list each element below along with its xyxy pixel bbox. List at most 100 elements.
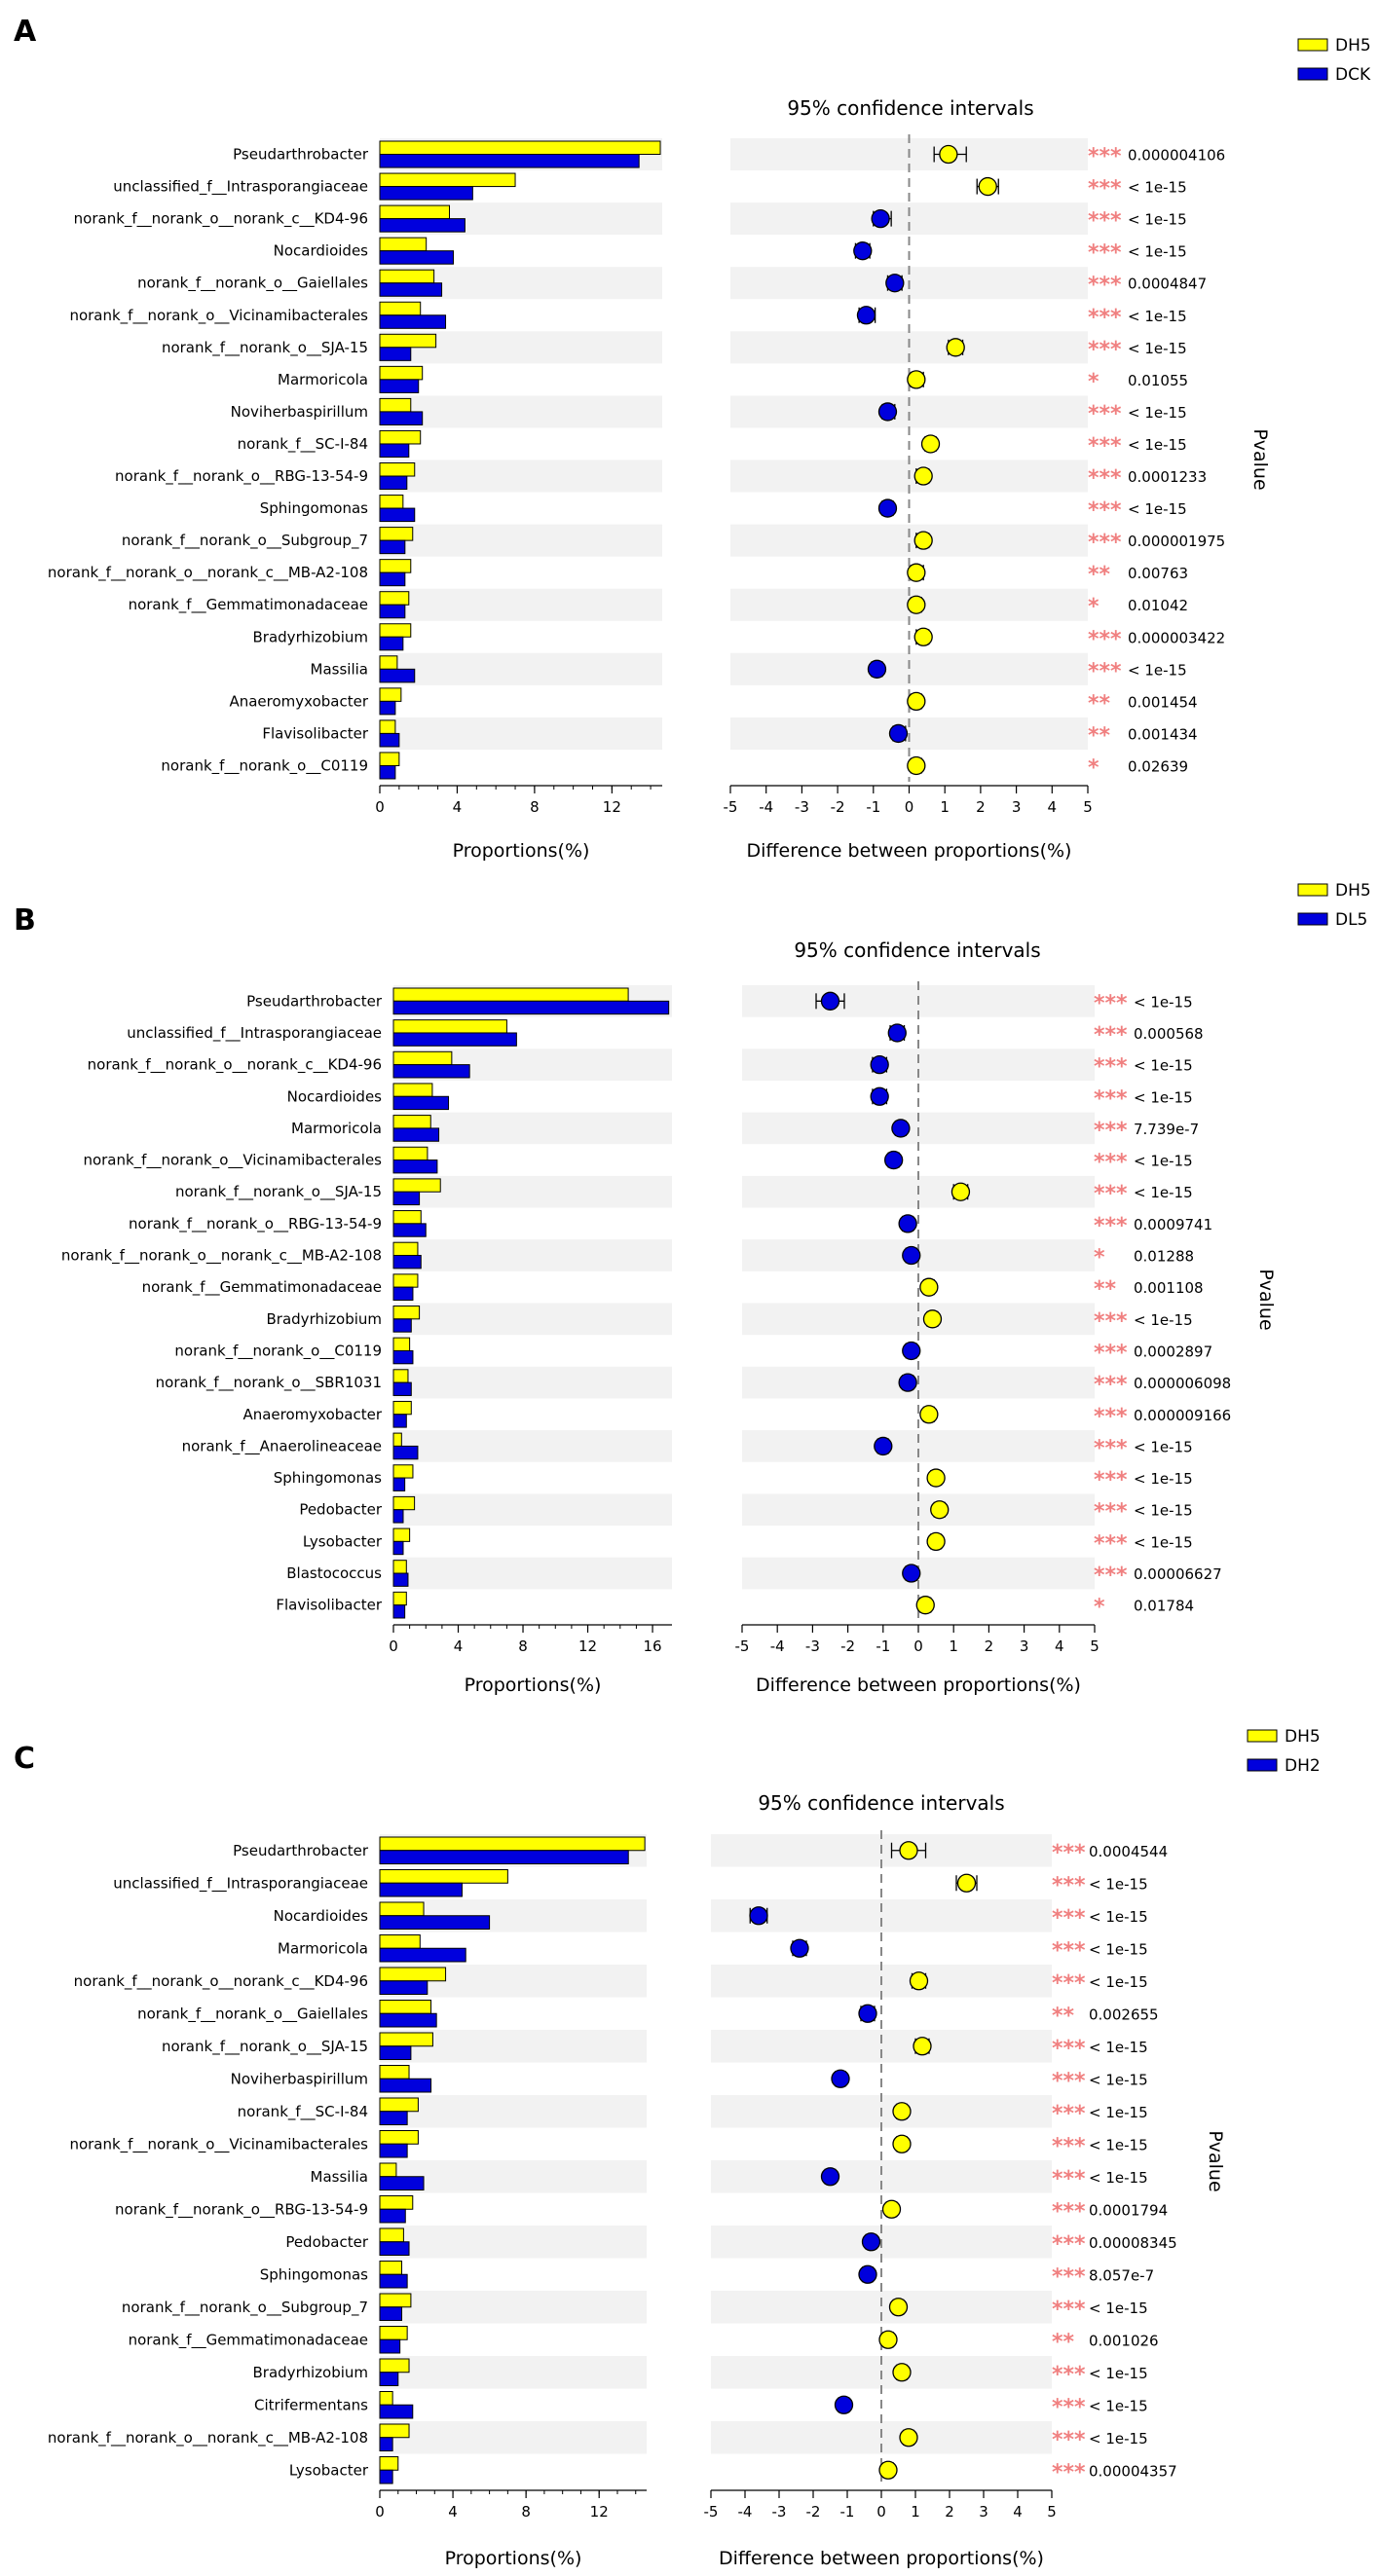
p-value: < 1e-15 [1128, 308, 1187, 325]
row-stripe-left [380, 652, 662, 685]
bar-dl5 [392, 1445, 419, 1460]
bar-dh5 [379, 2065, 410, 2079]
bar-dh5 [379, 1869, 508, 1884]
bar-dh5 [379, 140, 661, 156]
category-label: norank_f__Gemmatimonadaceae [142, 1278, 382, 1297]
diff-point [877, 498, 898, 518]
bar-dh5 [379, 2423, 410, 2439]
diff-point [867, 659, 887, 679]
legend-swatch-dh2 [1247, 1758, 1278, 1772]
diff-tick-label: 4 [1013, 2503, 1023, 2521]
bar-dh2 [379, 2241, 410, 2256]
diff-point [920, 434, 941, 454]
significance-stars: *** [1052, 2134, 1086, 2158]
category-label: norank_f__norank_o__C0119 [174, 1342, 382, 1360]
significance-stars: *** [1088, 338, 1122, 362]
row-stripe-left [380, 395, 662, 428]
significance-stars: *** [1094, 1405, 1128, 1429]
bar-dh5 [379, 655, 398, 670]
category-label: norank_f__norank_o__C0119 [161, 756, 368, 775]
bar-dl5 [392, 1000, 670, 1015]
diff-point [946, 338, 965, 357]
significance-stars: *** [1088, 241, 1122, 266]
p-value: < 1e-15 [1089, 2039, 1148, 2056]
bar-dh5 [379, 2293, 412, 2308]
significance-stars: *** [1052, 2395, 1086, 2419]
bar-dh5 [379, 172, 516, 188]
p-value: 0.000006098 [1134, 1375, 1231, 1392]
significance-stars: *** [1052, 2037, 1086, 2061]
prop-tick-label: 4 [448, 2503, 458, 2521]
diff-point [892, 2134, 912, 2153]
panel-b: B DH5 DL5 95% confidence intervals Pseudarth… [14, 881, 1371, 1696]
row-stripe-left [380, 2095, 647, 2128]
diff-point [853, 241, 873, 261]
p-value: 0.001454 [1128, 693, 1198, 711]
bar-dh5 [379, 719, 396, 734]
row-stripe-left [393, 1557, 672, 1590]
ci-title: 95% confidence intervals [794, 938, 1040, 962]
category-label: Sphingomonas [260, 499, 368, 517]
bar-dh5 [379, 429, 422, 445]
diff-axis-title: Difference between proportions(%) [747, 840, 1072, 862]
bar-dh5 [379, 2261, 403, 2275]
p-value: < 1e-15 [1089, 2300, 1148, 2317]
legend-swatch-dh5 [1297, 883, 1328, 897]
category-label: Nocardioides [274, 242, 369, 260]
category-label: Citrifermentans [254, 2396, 368, 2413]
bar-dl5 [392, 1540, 404, 1556]
diff-tick-label: -1 [876, 1638, 890, 1655]
bar-dh5 [379, 204, 451, 220]
row-stripe-left [380, 588, 662, 621]
bar-dh5 [392, 1210, 422, 1225]
bar-dh5 [379, 1836, 646, 1852]
bar-dh5 [379, 1901, 425, 1917]
bar-dh2 [379, 2078, 432, 2093]
bar-dh2 [379, 2143, 408, 2158]
diff-tick-label: 5 [1083, 798, 1093, 816]
bar-dh5 [379, 687, 402, 702]
prop-tick-label: 12 [590, 2503, 609, 2521]
diff-point [926, 1531, 946, 1552]
significance-stars: *** [1094, 1086, 1128, 1111]
bar-dl5 [392, 1381, 412, 1396]
significance-stars: ** [1088, 691, 1111, 716]
significance-stars: * [1088, 595, 1099, 619]
significance-stars: ** [1094, 1277, 1117, 1302]
p-value: 0.01288 [1134, 1248, 1194, 1266]
category-label: Flavisolibacter [262, 724, 368, 742]
diff-point [913, 627, 933, 646]
bar-dh5 [379, 2358, 410, 2374]
significance-stars: *** [1088, 274, 1122, 298]
diff-point [888, 2298, 909, 2317]
significance-stars: *** [1094, 1151, 1128, 1175]
bar-dh2 [379, 2208, 406, 2224]
p-value: 0.01055 [1128, 372, 1188, 389]
bar-dh5 [392, 1241, 419, 1257]
p-value: < 1e-15 [1134, 1311, 1193, 1329]
p-value: < 1e-15 [1128, 436, 1187, 454]
bar-dh5 [392, 1146, 429, 1161]
diff-tick-label: 3 [1020, 1638, 1029, 1655]
diff-point [856, 306, 876, 325]
diff-tick-label: -2 [806, 2503, 821, 2521]
diff-point [870, 1054, 889, 1075]
bar-dh5 [379, 2227, 404, 2243]
diff-point [892, 2102, 912, 2121]
p-value: < 1e-15 [1128, 500, 1187, 518]
significance-stars: *** [1052, 1938, 1086, 1963]
legend-swatch-dh5 [1297, 38, 1328, 52]
legend-label-dck: DCK [1335, 65, 1371, 85]
p-value: < 1e-15 [1128, 661, 1187, 679]
significance-stars: ** [1052, 2004, 1075, 2028]
significance-stars: *** [1052, 2167, 1086, 2191]
significance-stars: *** [1094, 1023, 1128, 1048]
p-value: 0.001108 [1134, 1279, 1204, 1297]
significance-stars: *** [1052, 2363, 1086, 2387]
bar-dl5 [392, 1318, 412, 1333]
bar-dh5 [379, 495, 404, 509]
diff-point [820, 991, 840, 1011]
row-stripe-left [380, 2421, 647, 2454]
significance-stars: * [1088, 370, 1099, 394]
bar-dck [379, 314, 447, 329]
